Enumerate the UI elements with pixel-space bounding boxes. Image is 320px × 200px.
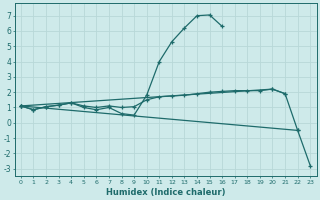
X-axis label: Humidex (Indice chaleur): Humidex (Indice chaleur) — [106, 188, 225, 197]
